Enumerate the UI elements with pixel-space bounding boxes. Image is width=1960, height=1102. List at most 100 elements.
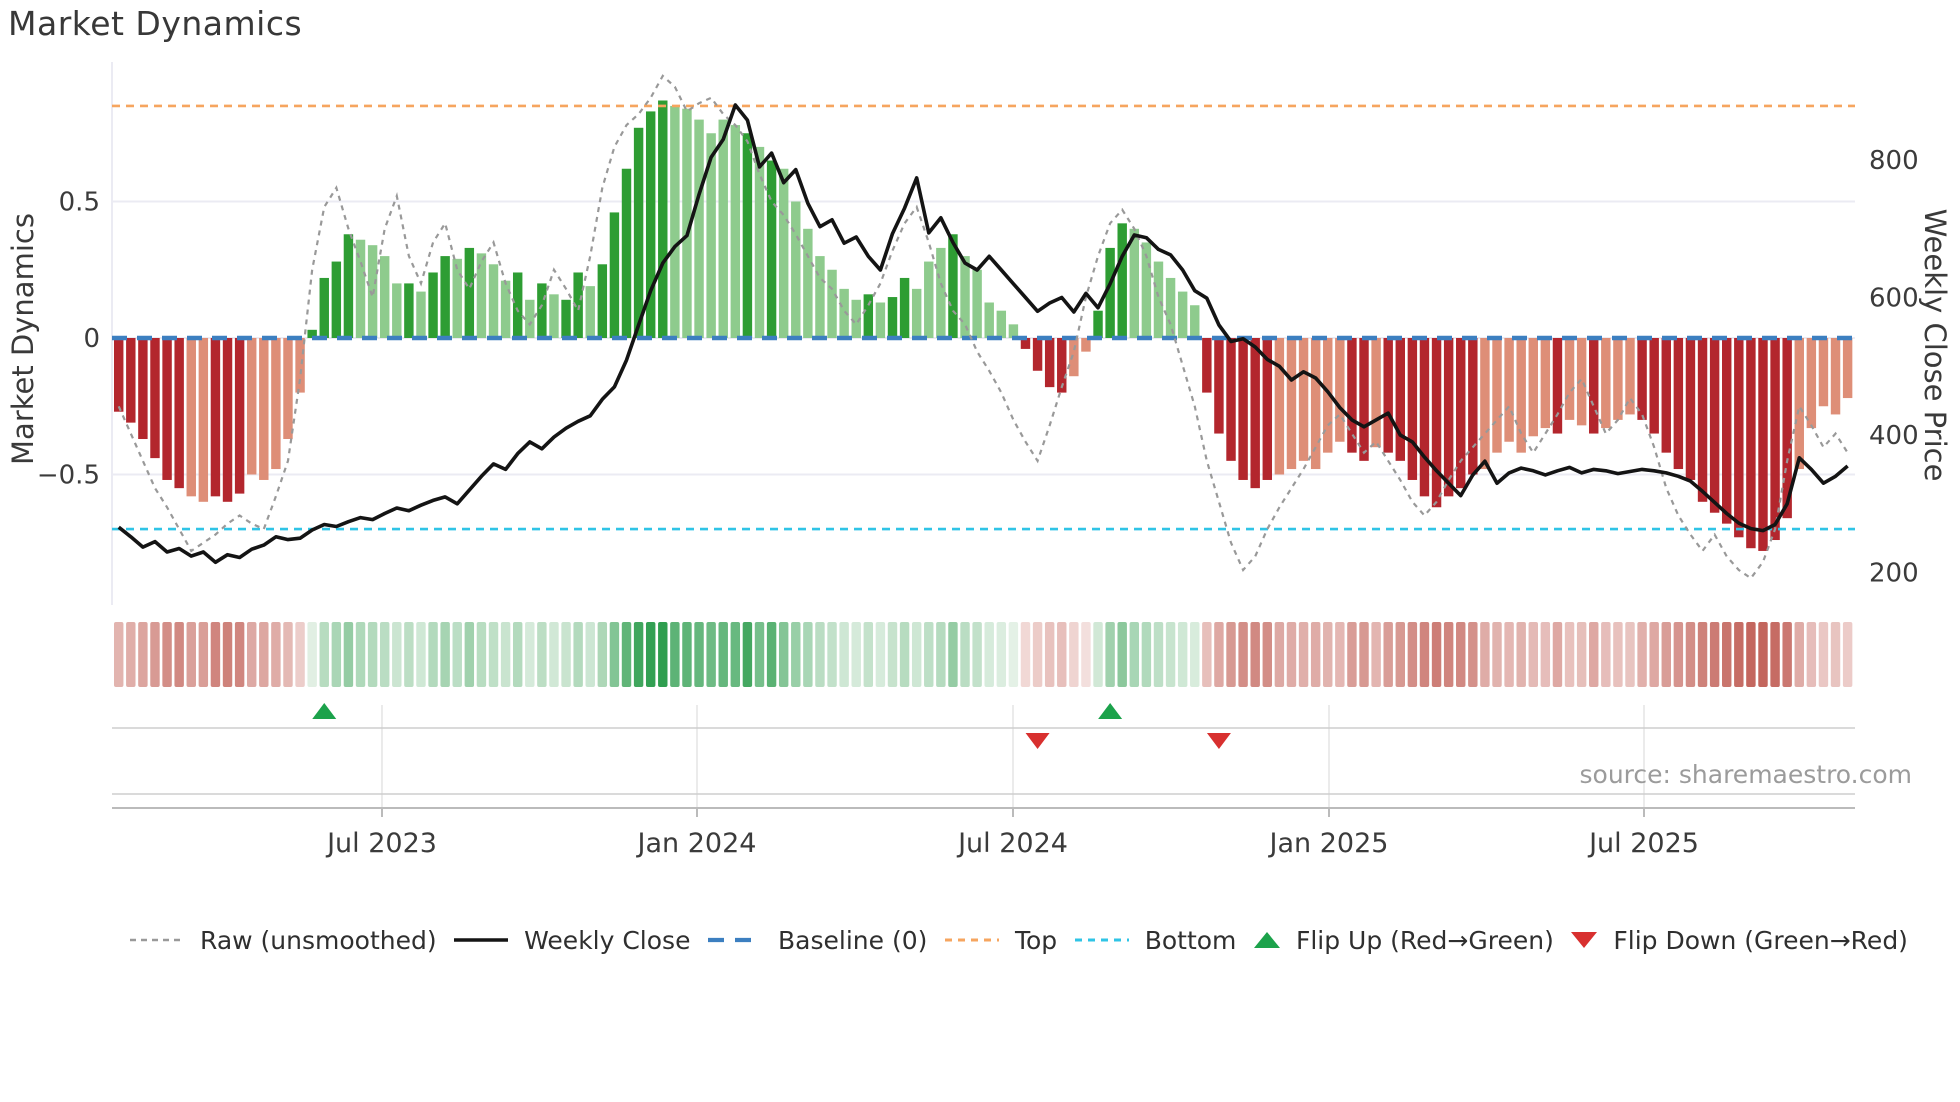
heatmap-cell bbox=[911, 622, 922, 687]
momentum-bar bbox=[1528, 338, 1538, 437]
heatmap-cell bbox=[1637, 622, 1647, 687]
momentum-bar bbox=[960, 256, 970, 338]
heatmap-cell bbox=[1673, 622, 1684, 687]
momentum-bar bbox=[924, 261, 934, 338]
heatmap-cell bbox=[1576, 622, 1587, 687]
raw-line bbox=[117, 74, 1849, 580]
heatmap-cell bbox=[1044, 622, 1055, 687]
momentum-bar bbox=[416, 291, 426, 338]
dash-blue-legend-swatch bbox=[708, 937, 763, 943]
tri-up-legend-swatch bbox=[1253, 932, 1280, 948]
momentum-bar bbox=[138, 338, 148, 440]
heatmap-cell bbox=[1480, 622, 1490, 687]
heatmap-cell bbox=[1226, 622, 1236, 687]
momentum-bar bbox=[404, 283, 414, 338]
legend-item-0[interactable]: Raw (unsmoothed) bbox=[128, 926, 437, 955]
heatmap-cell bbox=[367, 622, 378, 687]
heatmap-cell bbox=[1734, 622, 1744, 687]
heatmap-cell bbox=[452, 622, 462, 687]
heatmap-cell bbox=[754, 622, 765, 687]
momentum-bar bbox=[1310, 338, 1321, 470]
heatmap-cell bbox=[658, 622, 668, 687]
momentum-bar bbox=[537, 283, 547, 338]
x-tick-label: Jul 2025 bbox=[1587, 828, 1699, 859]
legend-item-6[interactable]: Flip Down (Green→Red) bbox=[1569, 926, 1908, 955]
heatmap-cell bbox=[1032, 622, 1043, 687]
flip-up-marker bbox=[312, 703, 337, 719]
heatmap-cell bbox=[972, 622, 982, 687]
momentum-bar bbox=[682, 108, 692, 339]
heatmap-cell bbox=[1214, 622, 1224, 687]
momentum-bar bbox=[1190, 305, 1200, 338]
heatmap-cell bbox=[863, 622, 874, 687]
momentum-bar bbox=[452, 258, 462, 338]
heatmap-cell bbox=[694, 622, 704, 687]
momentum-bar bbox=[1347, 338, 1357, 453]
momentum-bar bbox=[984, 302, 994, 338]
momentum-bar bbox=[754, 146, 765, 338]
momentum-bar bbox=[234, 338, 245, 494]
heatmap-cell bbox=[198, 622, 209, 687]
heatmap-cell bbox=[379, 622, 390, 687]
heatmap-cell bbox=[404, 622, 414, 687]
momentum-bar bbox=[549, 294, 559, 338]
momentum-bar bbox=[1794, 338, 1804, 470]
heatmap-cell bbox=[271, 622, 281, 687]
heatmap-cell bbox=[1238, 622, 1248, 687]
momentum-bar bbox=[1770, 338, 1780, 541]
heatmap-cell bbox=[1117, 622, 1127, 687]
momentum-bar bbox=[476, 253, 487, 338]
heatmap-cell bbox=[1552, 622, 1563, 687]
momentum-bar bbox=[246, 338, 257, 475]
heatmap-cell bbox=[162, 622, 172, 687]
momentum-bar bbox=[1697, 338, 1708, 502]
momentum-bar bbox=[114, 338, 124, 412]
momentum-bar bbox=[1601, 338, 1611, 429]
heatmap-cell bbox=[1069, 622, 1079, 687]
heatmap-cell bbox=[343, 622, 354, 687]
momentum-bar bbox=[815, 256, 825, 338]
heatmap-cell bbox=[1758, 622, 1768, 687]
legend-item-4[interactable]: Bottom bbox=[1073, 926, 1236, 955]
momentum-bar bbox=[609, 212, 620, 338]
weekly-close-line bbox=[117, 103, 1849, 565]
momentum-bar bbox=[1492, 338, 1502, 453]
momentum-bar bbox=[1020, 338, 1031, 349]
momentum-bar bbox=[1286, 338, 1297, 470]
heatmap-cell bbox=[1008, 622, 1019, 687]
legend-item-2[interactable]: Baseline (0) bbox=[706, 926, 927, 955]
momentum-bar bbox=[1782, 338, 1792, 519]
momentum-bar bbox=[162, 338, 172, 480]
momentum-bar bbox=[259, 338, 269, 480]
momentum-bar bbox=[1105, 247, 1115, 338]
heatmap-cell bbox=[1419, 622, 1430, 687]
legend-item-1[interactable]: Weekly Close bbox=[452, 926, 690, 955]
heatmap-cell bbox=[1613, 622, 1623, 687]
heatmap-cell bbox=[440, 622, 450, 687]
heatmap-cell bbox=[549, 622, 559, 687]
y-tick-label-left: −0.5 bbox=[37, 461, 100, 491]
legend-item-3[interactable]: Top bbox=[943, 926, 1057, 955]
heatmap-cell bbox=[1697, 622, 1708, 687]
momentum-bar bbox=[1008, 324, 1019, 338]
heatmap-cell bbox=[1722, 622, 1732, 687]
momentum-bar bbox=[1576, 338, 1587, 426]
heatmap-cell bbox=[1709, 622, 1720, 687]
momentum-bar bbox=[283, 338, 293, 440]
heatmap-cell bbox=[682, 622, 692, 687]
heatmap-cell bbox=[815, 622, 825, 687]
legend-item-5[interactable]: Flip Up (Red→Green) bbox=[1252, 926, 1554, 955]
heatmap-cell bbox=[1250, 622, 1260, 687]
x-tick-label: Jul 2024 bbox=[956, 828, 1068, 859]
heatmap-cell bbox=[1335, 622, 1345, 687]
heatmap-cell bbox=[1818, 622, 1829, 687]
heatmap-cell bbox=[210, 622, 221, 687]
momentum-bar bbox=[428, 272, 438, 338]
heatmap-cell bbox=[1020, 622, 1031, 687]
heatmap-cell bbox=[887, 622, 898, 687]
heatmap-cell bbox=[1177, 622, 1188, 687]
y-tick-label-right: 400 bbox=[1869, 421, 1919, 451]
momentum-bar bbox=[1468, 338, 1478, 475]
momentum-bar bbox=[126, 338, 136, 423]
heatmap-cell bbox=[1093, 622, 1103, 687]
